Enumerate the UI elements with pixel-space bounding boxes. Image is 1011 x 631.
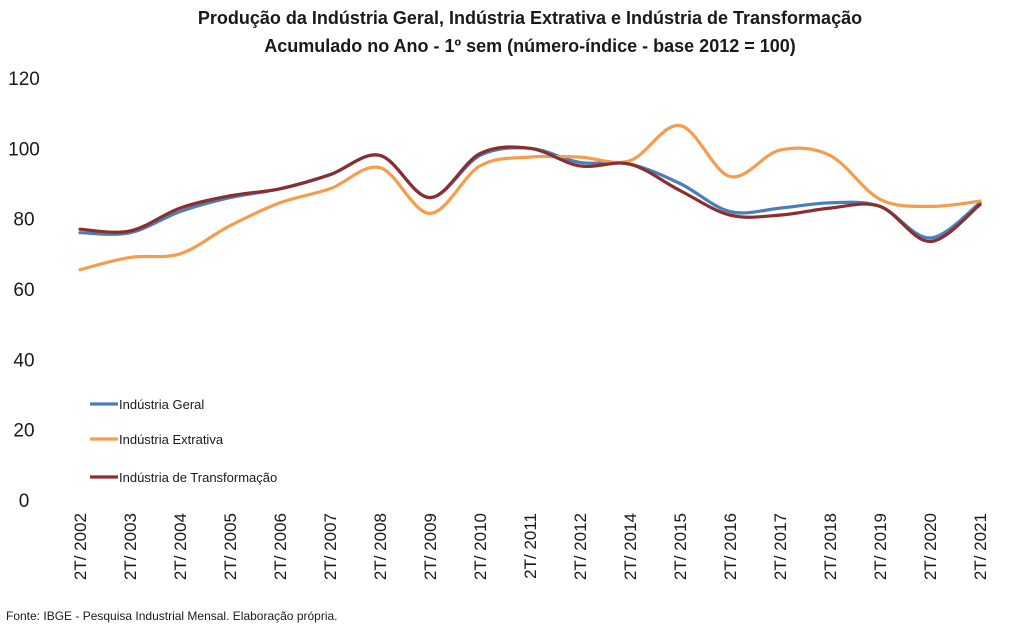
y-tick-label: 60 [13,280,34,301]
x-tick-label: 2T/ 2019 [871,513,890,580]
x-tick-label: 2T/ 2010 [471,513,490,580]
series-line-1 [78,146,982,240]
chart-title: Produção da Indústria Geral, Indústria E… [198,8,862,28]
x-tick-label: 2T/ 2008 [371,513,390,580]
x-tick-label: 2T/ 2015 [671,513,690,580]
x-tick-label: 2T/ 2020 [921,513,940,580]
x-tick-label: 2T/ 2004 [171,513,190,580]
legend: Indústria Geral Indústria Extrativa Indúst… [90,397,277,485]
y-tick-label: 40 [13,350,34,371]
legend-label: Indústria Extrativa [119,432,224,447]
x-tick-label: 2T/ 2012 [571,513,590,580]
series-line-2 [78,123,982,272]
y-axis: 0 20 40 60 80 100 120 [8,69,40,512]
x-tick-label: 2T/ 2011 [521,513,540,579]
x-tick-label: 2T/ 2007 [321,513,340,580]
x-tick-label: 2T/ 2018 [821,513,840,580]
legend-label: Indústria Geral [119,397,204,412]
y-tick-label: 20 [13,421,34,442]
x-tick-label: 2T/ 2005 [221,513,240,580]
x-tick-label: 2T/ 2021 [971,513,990,580]
y-tick-label: 0 [19,491,30,512]
x-tick-label: 2T/ 2003 [121,513,140,580]
source-note: Fonte: IBGE - Pesquisa Industrial Mensal… [6,609,338,623]
series-line-3 [78,145,982,244]
x-axis: 2T/ 2002 2T/ 2003 2T/ 2004 2T/ 2005 2T/ 2006… [71,513,990,580]
x-tick-label: 2T/ 2014 [621,513,640,580]
x-tick-label: 2T/ 2017 [771,513,790,580]
x-tick-label: 2T/ 2016 [721,513,740,580]
chart-subtitle: Acumulado no Ano - 1º sem (número-índice… [264,36,796,56]
x-tick-label: 2T/ 2006 [271,513,290,580]
series-lines [78,123,982,272]
x-tick-label: 2T/ 2002 [71,513,90,580]
y-tick-label: 120 [8,69,40,90]
legend-label: Indústria de Transformação [119,470,277,485]
x-tick-label: 2T/ 2009 [421,513,440,580]
y-tick-label: 100 [8,139,40,160]
y-tick-label: 80 [13,210,34,231]
